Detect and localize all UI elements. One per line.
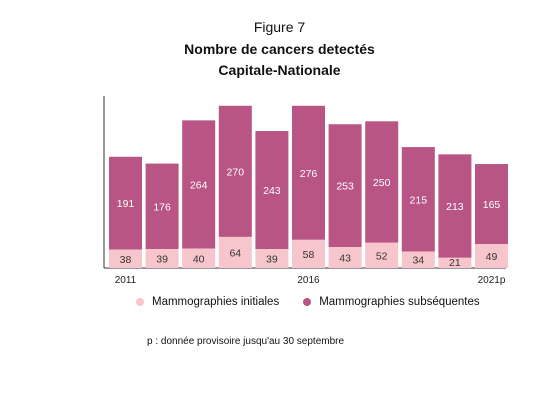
bar-initiales-2013 bbox=[182, 248, 216, 268]
bar-subsequentes-2014 bbox=[218, 105, 252, 237]
data-label-initiales-2013: 40 bbox=[193, 253, 205, 265]
bar-subsequentes-2018 bbox=[365, 121, 399, 243]
bar-initiales-2020 bbox=[438, 257, 472, 268]
bar-initiales-2019 bbox=[401, 251, 435, 268]
bar-initiales-2014 bbox=[218, 236, 252, 268]
bar-subsequentes-2016 bbox=[292, 105, 325, 240]
bar-chart: 191 38 2011 176 39 264 40 270 64 243 39 276 58 2016 25… bbox=[103, 96, 508, 286]
data-label-initiales-2018: 52 bbox=[376, 250, 388, 262]
footnote: p : donnée provisoire jusqu'au 30 septem… bbox=[147, 336, 345, 347]
chart-title: Nombre de cancers detectés bbox=[184, 41, 375, 57]
bar-subsequentes-2012 bbox=[145, 163, 179, 250]
x-tick-label-2016: 2016 bbox=[297, 275, 320, 286]
bar-subsequentes-2020 bbox=[438, 154, 472, 258]
bar-initiales-2012 bbox=[145, 249, 179, 268]
legend-swatch-initiales bbox=[136, 298, 144, 306]
data-label-subsequentes-2014: 270 bbox=[227, 166, 245, 178]
data-label-initiales-2014: 64 bbox=[229, 247, 241, 259]
data-label-subsequentes-2021p: 165 bbox=[483, 199, 501, 211]
figure-label: Figure 7 bbox=[253, 19, 306, 35]
bar-subsequentes-2021p bbox=[475, 164, 508, 245]
data-label-subsequentes-2017: 253 bbox=[336, 181, 354, 193]
bar-subsequentes-2015 bbox=[255, 131, 289, 250]
legend-item-initiales: Mammographies initiales bbox=[136, 296, 279, 308]
data-label-subsequentes-2016: 276 bbox=[300, 168, 318, 180]
chart-subtitle: Capitale-Nationale bbox=[218, 62, 341, 78]
legend-swatch-subsequentes bbox=[303, 298, 312, 306]
bar-subsequentes-2011 bbox=[109, 156, 142, 250]
data-label-initiales-2012: 39 bbox=[156, 254, 168, 266]
legend-item-subsequentes: Mammographies subséquentes bbox=[303, 296, 480, 308]
bar-subsequentes-2013 bbox=[182, 120, 216, 249]
legend-label-subsequentes: Mammographies subséquentes bbox=[319, 296, 480, 308]
bar-subsequentes-2019 bbox=[401, 147, 435, 252]
data-label-initiales-2016: 58 bbox=[303, 249, 315, 261]
bar-initiales-2018 bbox=[365, 242, 399, 268]
bar-initiales-2016 bbox=[292, 239, 325, 268]
data-label-initiales-2015: 39 bbox=[266, 254, 278, 266]
bar-initiales-2021p bbox=[475, 244, 508, 268]
x-tick-label-2011: 2011 bbox=[115, 275, 137, 286]
legend: Mammographies initiales Mammographies su… bbox=[136, 296, 504, 308]
data-label-subsequentes-2011: 191 bbox=[117, 198, 135, 210]
data-label-subsequentes-2020: 213 bbox=[446, 201, 464, 213]
data-label-subsequentes-2019: 215 bbox=[410, 194, 428, 206]
data-label-subsequentes-2013: 264 bbox=[190, 179, 208, 191]
bar-initiales-2017 bbox=[328, 247, 362, 268]
bar-initiales-2011 bbox=[109, 249, 142, 268]
data-label-subsequentes-2018: 250 bbox=[373, 177, 391, 189]
bar-subsequentes-2017 bbox=[328, 124, 362, 248]
data-label-initiales-2011: 38 bbox=[120, 254, 132, 266]
data-label-initiales-2021p: 49 bbox=[486, 251, 498, 263]
data-label-initiales-2017: 43 bbox=[339, 253, 351, 265]
data-label-initiales-2019: 34 bbox=[412, 255, 424, 267]
bar-initiales-2015 bbox=[255, 249, 289, 268]
legend-label-initiales: Mammographies initiales bbox=[152, 296, 280, 308]
data-label-initiales-2020: 21 bbox=[449, 257, 461, 269]
data-label-subsequentes-2012: 176 bbox=[153, 201, 171, 213]
data-label-subsequentes-2015: 243 bbox=[263, 185, 281, 197]
x-tick-label-2021p: 2021p bbox=[478, 275, 506, 286]
